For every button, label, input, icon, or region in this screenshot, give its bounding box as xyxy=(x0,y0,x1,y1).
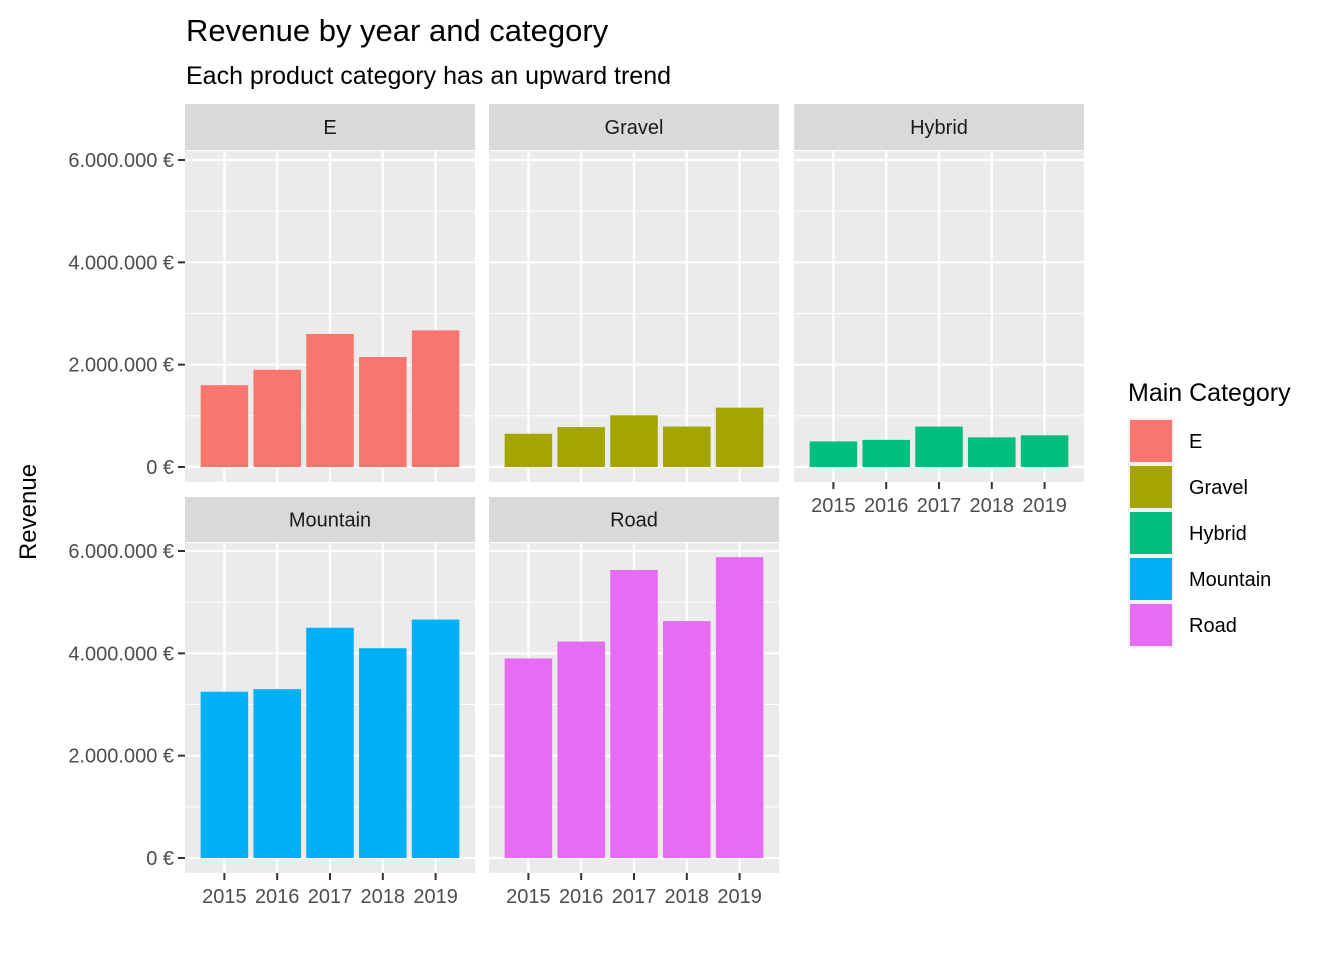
bar-hybrid-2015 xyxy=(809,441,858,467)
bar-mountain-2016 xyxy=(253,689,301,858)
facet-strip-label: Gravel xyxy=(605,117,664,139)
bar-road-2015 xyxy=(504,658,553,858)
legend-swatch xyxy=(1130,512,1172,554)
legend-label: Hybrid xyxy=(1189,523,1247,545)
x-tick-label: 2015 xyxy=(506,886,551,908)
facet-road: Road 2015 2016 2017 2018 2019 xyxy=(489,497,779,908)
bar-road-2018 xyxy=(663,621,711,858)
bar-gravel-2017 xyxy=(610,415,658,467)
bar-e-2016 xyxy=(253,369,301,467)
x-tick-label: 2015 xyxy=(202,886,247,908)
legend-item-e: E xyxy=(1128,418,1202,464)
legend-label: Gravel xyxy=(1189,477,1248,499)
x-tick-label: 2019 xyxy=(1022,495,1067,517)
x-tick-label: 2017 xyxy=(308,886,353,908)
facet-panels: E 0 € 2.000.000 € 4.000.000 € 6.000.000 € Gra… xyxy=(68,104,1084,908)
y-tick-label: 0 € xyxy=(146,457,174,479)
chart-subtitle: Each product category has an upward tren… xyxy=(186,62,671,90)
facet-strip-label: Road xyxy=(610,510,658,532)
legend-title: Main Category xyxy=(1128,379,1291,407)
facet-strip xyxy=(185,497,475,542)
bar-gravel-2018 xyxy=(663,426,711,467)
y-axis-title: Revenue xyxy=(15,464,42,560)
y-tick-label: 6.000.000 € xyxy=(68,150,174,172)
facet-e: E 0 € 2.000.000 € 4.000.000 € 6.000.000 € xyxy=(68,104,475,482)
legend-swatch xyxy=(1130,420,1172,462)
bar-road-2019 xyxy=(715,557,764,858)
bar-road-2017 xyxy=(610,569,658,858)
bar-hybrid-2018 xyxy=(968,437,1016,467)
legend: Main Category E Gravel Hybrid Mountain Road xyxy=(1128,379,1291,648)
facet-strip xyxy=(185,104,475,150)
facet-strip-label: Hybrid xyxy=(910,117,968,139)
y-tick-label: 2.000.000 € xyxy=(68,355,174,377)
x-tick-label: 2019 xyxy=(717,886,762,908)
bar-gravel-2019 xyxy=(715,407,764,467)
y-tick-label: 6.000.000 € xyxy=(68,541,174,563)
legend-item-road: Road xyxy=(1128,602,1237,648)
x-tick-label: 2018 xyxy=(361,886,406,908)
legend-swatch xyxy=(1130,466,1172,508)
x-tick-label: 2017 xyxy=(612,886,657,908)
y-tick-label: 4.000.000 € xyxy=(68,252,174,274)
bar-gravel-2016 xyxy=(557,427,605,467)
facet-strip xyxy=(794,104,1084,150)
chart-title: Revenue by year and category xyxy=(186,13,609,48)
bar-hybrid-2016 xyxy=(862,439,910,467)
legend-label: E xyxy=(1189,431,1202,453)
facet-mountain: Mountain 0 € 2.000.000 € 4.000.000 € 6.000.0… xyxy=(68,497,475,908)
y-tick-label: 2.000.000 € xyxy=(68,746,174,768)
x-tick-label: 2018 xyxy=(665,886,710,908)
bar-e-2017 xyxy=(306,333,354,467)
y-tick-label: 4.000.000 € xyxy=(68,643,174,665)
y-tick-label: 0 € xyxy=(146,848,174,870)
facet-strip-label: Mountain xyxy=(289,510,371,532)
legend-swatch xyxy=(1130,558,1172,600)
x-tick-label: 2016 xyxy=(255,886,300,908)
bar-hybrid-2019 xyxy=(1020,435,1069,467)
legend-label: Road xyxy=(1189,615,1237,637)
bar-e-2018 xyxy=(359,356,407,467)
facet-strip xyxy=(489,497,779,542)
facet-gravel: Gravel xyxy=(489,104,779,482)
bar-hybrid-2017 xyxy=(915,426,963,467)
bar-mountain-2018 xyxy=(359,648,407,858)
x-tick-label: 2015 xyxy=(811,495,856,517)
bar-e-2019 xyxy=(411,330,460,467)
bar-e-2015 xyxy=(200,385,249,467)
bar-road-2016 xyxy=(557,641,605,858)
facet-strip-label: E xyxy=(323,117,336,139)
legend-item-mountain: Mountain xyxy=(1128,556,1271,602)
facet-strip xyxy=(489,104,779,150)
legend-swatch xyxy=(1130,604,1172,646)
x-tick-label: 2018 xyxy=(970,495,1015,517)
x-tick-label: 2017 xyxy=(917,495,962,517)
legend-label: Mountain xyxy=(1189,569,1271,591)
x-tick-label: 2016 xyxy=(559,886,604,908)
legend-item-gravel: Gravel xyxy=(1128,464,1248,510)
bar-mountain-2015 xyxy=(200,691,249,858)
bar-mountain-2019 xyxy=(411,619,460,858)
bar-gravel-2015 xyxy=(504,433,553,467)
x-tick-label: 2016 xyxy=(864,495,909,517)
bar-mountain-2017 xyxy=(306,627,354,858)
legend-item-hybrid: Hybrid xyxy=(1128,510,1247,556)
facet-hybrid: Hybrid 2015 2016 2017 2018 2019 xyxy=(794,104,1084,517)
x-tick-label: 2019 xyxy=(413,886,458,908)
